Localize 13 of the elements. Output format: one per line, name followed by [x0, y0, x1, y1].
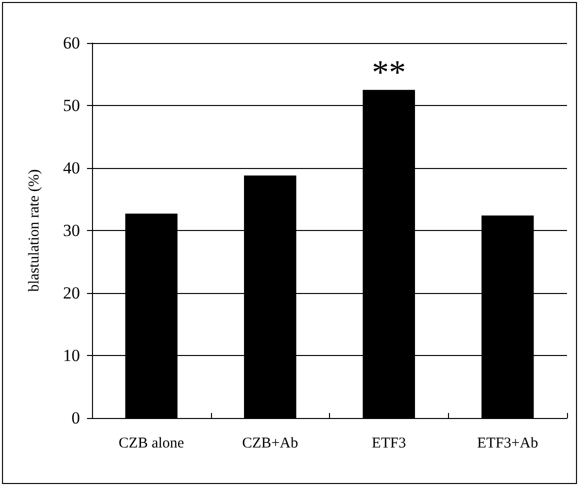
- x-tick-label: ETF3: [372, 436, 406, 452]
- y-tick-label: 30: [63, 221, 80, 240]
- x-tick-label: CZB+Ab: [242, 436, 298, 452]
- annotation: **: [372, 54, 406, 92]
- x-tick-label: ETF3+Ab: [477, 436, 538, 452]
- y-tick-label: 60: [63, 34, 80, 52]
- y-tick-label: 40: [63, 158, 80, 178]
- y-tick-label: 50: [63, 96, 80, 115]
- x-tick-label: CZB alone: [118, 436, 184, 452]
- y-tick-label: 10: [63, 346, 80, 365]
- y-tick-label: 0: [72, 408, 80, 428]
- y-axis-title: blastulation rate (%): [26, 169, 42, 292]
- y-tick-label: 20: [63, 284, 80, 302]
